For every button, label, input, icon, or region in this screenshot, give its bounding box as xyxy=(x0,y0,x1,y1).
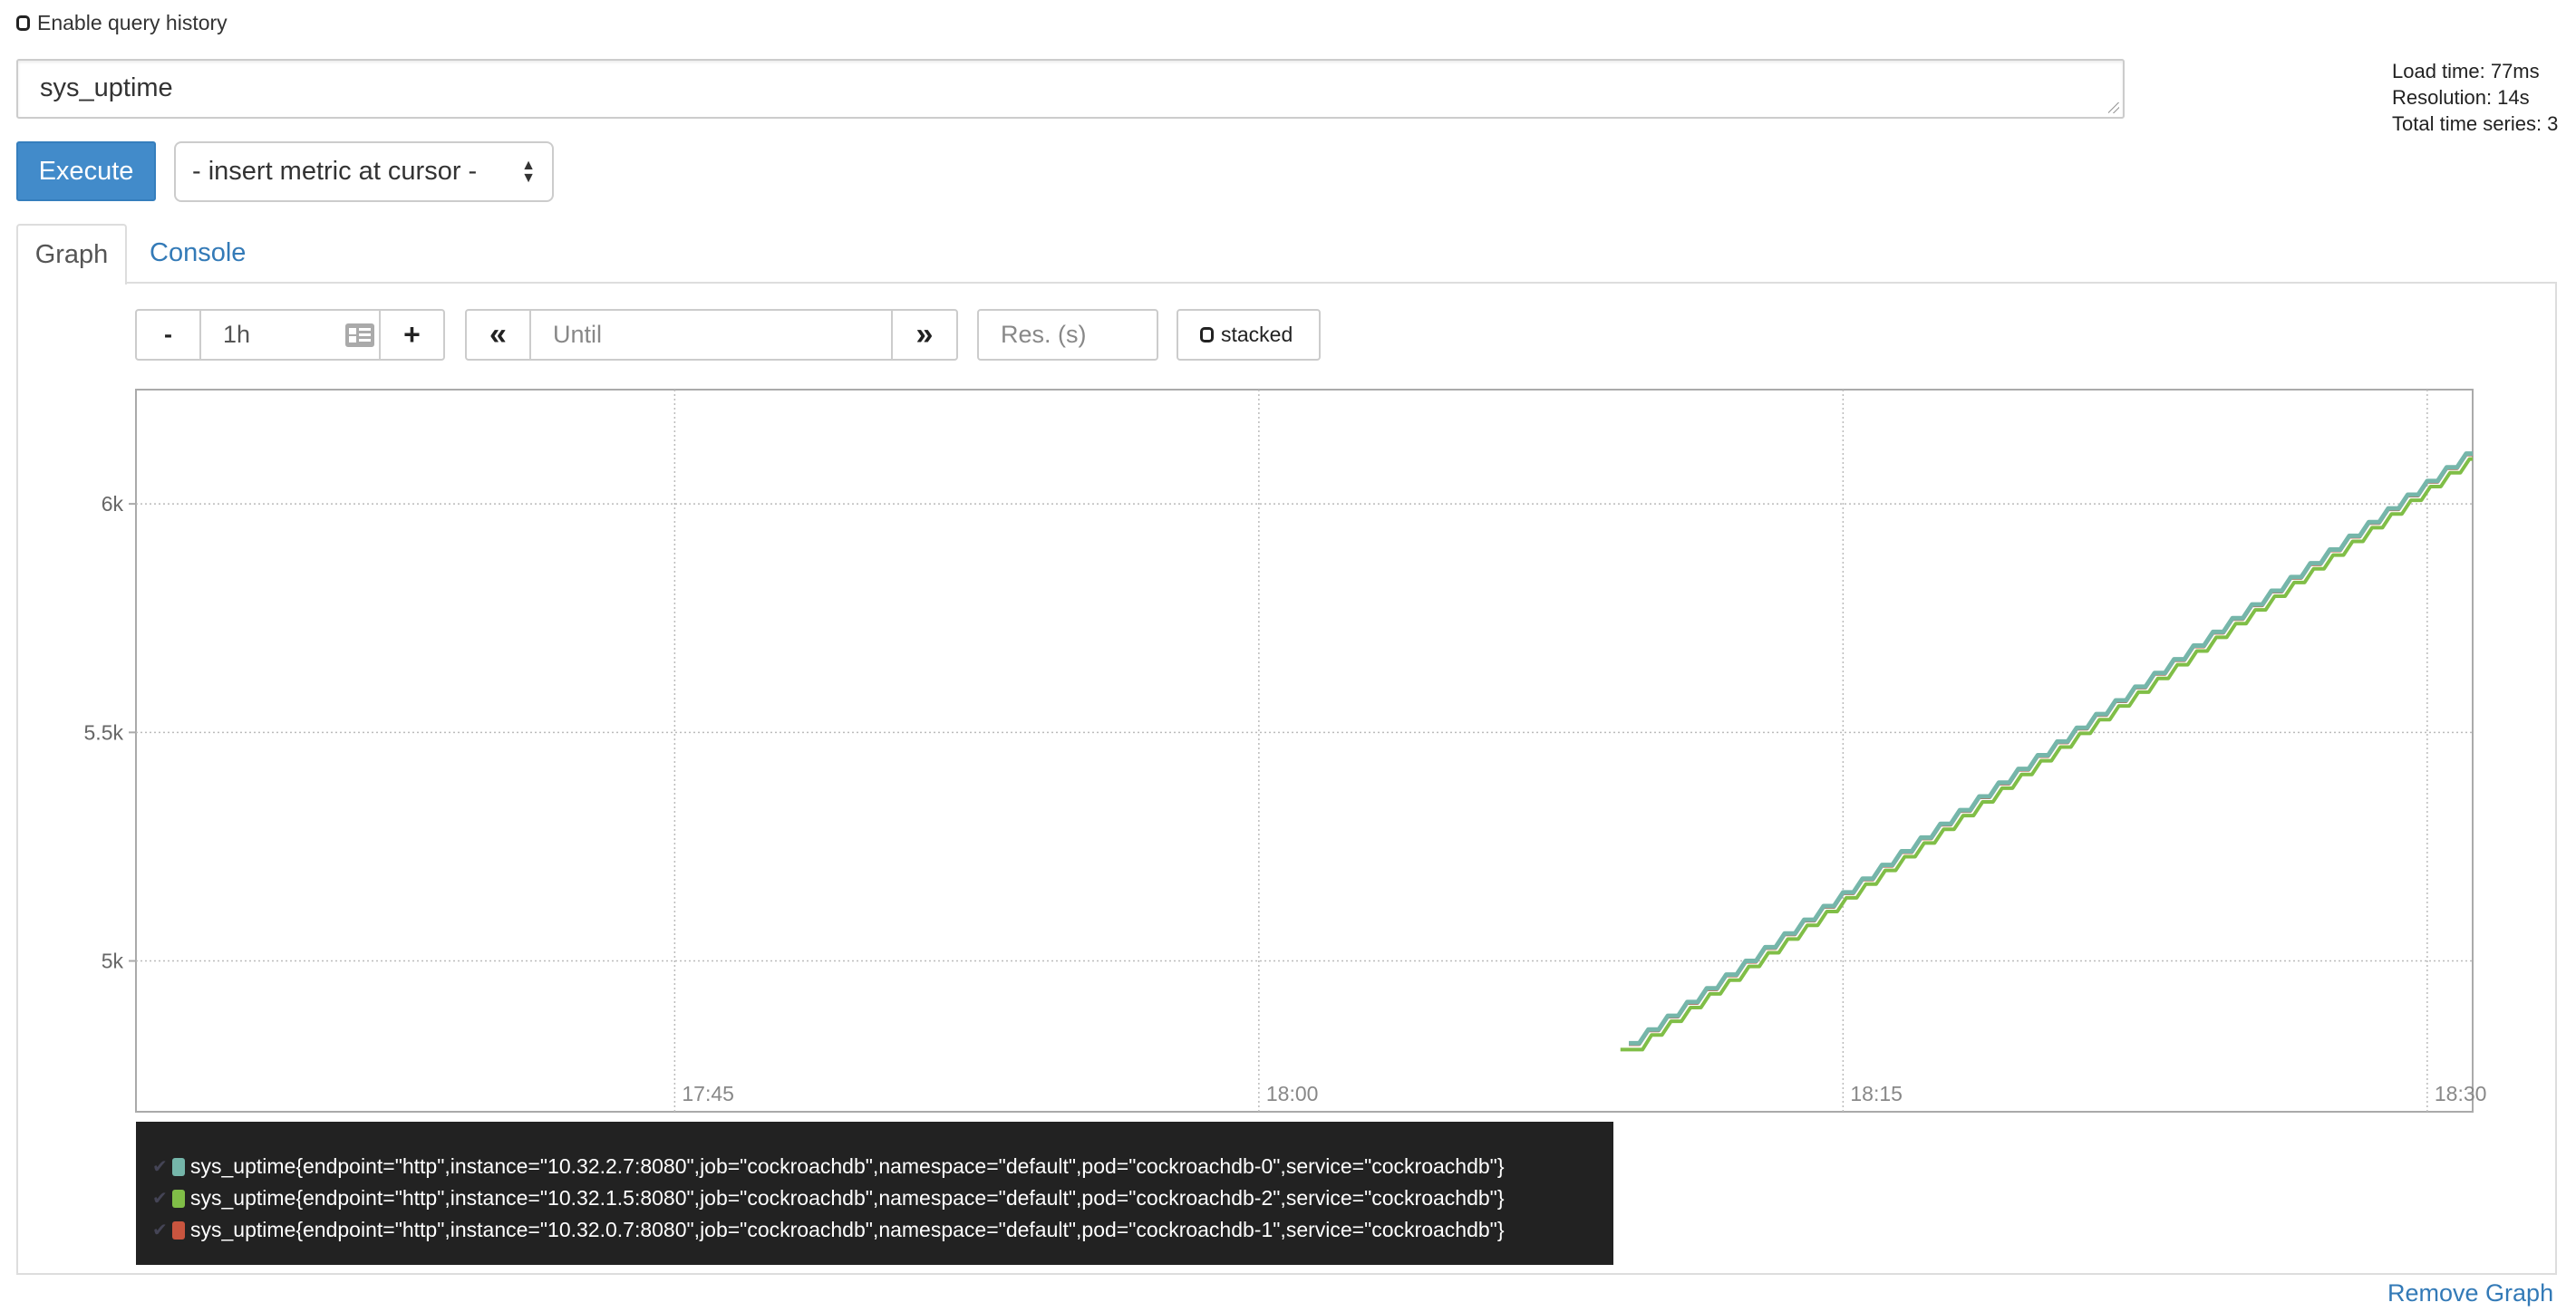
time-forward-button[interactable]: » xyxy=(891,309,958,361)
stacked-checkbox[interactable] xyxy=(1200,327,1214,342)
series-line xyxy=(1629,451,2473,1046)
check-icon: ✔ xyxy=(152,1189,168,1209)
until-input[interactable]: Until xyxy=(529,309,893,361)
x-tick-label: 17:45 xyxy=(682,1082,734,1105)
tab-graph[interactable]: Graph xyxy=(16,224,127,285)
x-tick-label: 18:15 xyxy=(1850,1082,1903,1105)
resize-handle-icon[interactable] xyxy=(2108,102,2119,113)
query-stats: Load time: 77ms Resolution: 14s Total ti… xyxy=(2392,58,2558,137)
query-text: sys_uptime xyxy=(40,73,173,102)
legend-item[interactable]: ✔ sys_uptime{endpoint="http",instance="10… xyxy=(152,1214,1613,1246)
legend-label: sys_uptime{endpoint="http",instance="10.… xyxy=(190,1186,1505,1210)
insert-metric-select[interactable]: - insert metric at cursor - ▲ ▼ xyxy=(174,141,554,202)
x-tick-label: 18:00 xyxy=(1266,1082,1319,1105)
range-decrease-button[interactable]: - xyxy=(135,309,201,361)
range-value: 1h xyxy=(223,321,251,348)
resolution-input[interactable]: Res. (s) xyxy=(977,309,1158,361)
legend-item[interactable]: ✔ sys_uptime{endpoint="http",instance="10… xyxy=(152,1151,1613,1182)
execute-button[interactable]: Execute xyxy=(16,141,156,201)
insert-metric-value: - insert metric at cursor - xyxy=(192,157,478,186)
graph-legend: ✔ sys_uptime{endpoint="http",instance="10… xyxy=(136,1122,1613,1265)
y-tick-label: 5k xyxy=(102,950,124,973)
remove-graph-link[interactable]: Remove Graph xyxy=(2387,1279,2554,1307)
query-input[interactable]: sys_uptime xyxy=(16,59,2125,119)
stacked-label: stacked xyxy=(1221,323,1293,346)
resolution: Resolution: 14s xyxy=(2392,86,2530,109)
check-icon: ✔ xyxy=(152,1220,168,1240)
x-tick-label: 18:30 xyxy=(2435,1082,2487,1105)
legend-item[interactable]: ✔ sys_uptime{endpoint="http",instance="10… xyxy=(152,1182,1613,1214)
tab-console[interactable]: Console xyxy=(150,238,247,267)
series-swatch xyxy=(172,1220,185,1240)
range-increase-button[interactable]: + xyxy=(379,309,445,361)
total-time-series: Total time series: 3 xyxy=(2392,112,2559,135)
legend-label: sys_uptime{endpoint="http",instance="10.… xyxy=(190,1154,1505,1178)
plot-frame xyxy=(135,389,2474,1113)
enable-query-history[interactable]: Enable query history xyxy=(16,11,228,35)
time-back-button[interactable]: « xyxy=(465,309,531,361)
series-swatch xyxy=(172,1157,185,1176)
y-tick-label: 5.5k xyxy=(84,720,124,744)
query-history-label: Enable query history xyxy=(37,11,228,34)
query-history-checkbox[interactable] xyxy=(16,15,30,31)
select-arrows-icon: ▲ ▼ xyxy=(521,157,536,186)
check-icon: ✔ xyxy=(152,1157,168,1177)
calendar-icon[interactable] xyxy=(344,323,375,348)
graph-panel xyxy=(16,282,2557,1275)
stacked-toggle[interactable]: stacked xyxy=(1177,309,1321,361)
load-time: Load time: 77ms xyxy=(2392,60,2540,82)
y-tick-label: 6k xyxy=(102,492,124,516)
series-swatch xyxy=(172,1189,185,1208)
series-line xyxy=(1620,457,2473,1052)
legend-label: sys_uptime{endpoint="http",instance="10.… xyxy=(190,1218,1505,1241)
